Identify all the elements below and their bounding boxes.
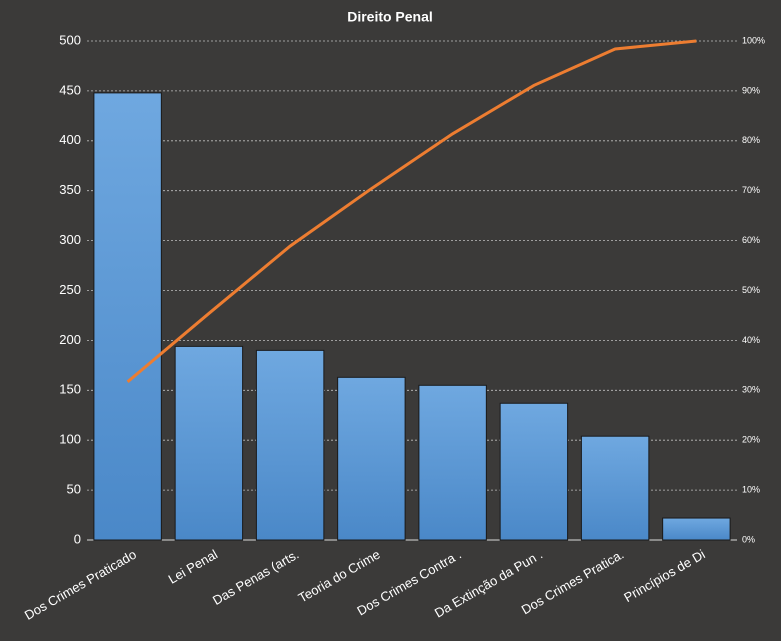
y-tick-label: 0 xyxy=(74,531,81,546)
bar xyxy=(418,384,487,541)
y2-tick-label: 30% xyxy=(742,385,760,395)
y2-tick-label: 70% xyxy=(742,185,760,195)
y2-tick-label: 80% xyxy=(742,135,760,145)
y-tick-label: 500 xyxy=(59,32,81,47)
y2-tick-label: 100% xyxy=(742,35,765,45)
y-tick-label: 300 xyxy=(59,232,81,247)
y2-tick-label: 20% xyxy=(742,435,760,445)
y-tick-label: 50 xyxy=(67,482,81,497)
y-tick-label: 200 xyxy=(59,332,81,347)
y2-tick-label: 60% xyxy=(742,235,760,245)
bar xyxy=(93,92,162,541)
y2-tick-label: 90% xyxy=(742,85,760,95)
y-tick-label: 400 xyxy=(59,132,81,147)
y2-tick-label: 40% xyxy=(742,335,760,345)
bar xyxy=(337,376,406,541)
bar xyxy=(662,517,731,541)
bar xyxy=(499,402,569,541)
bar xyxy=(174,345,244,541)
cumulative-line xyxy=(126,39,697,383)
y-tick-label: 350 xyxy=(59,182,81,197)
y2-tick-label: 10% xyxy=(742,484,760,494)
chart-title: Direito Penal xyxy=(347,9,433,25)
y-tick-label: 100 xyxy=(59,432,81,447)
y2-tick-label: 50% xyxy=(742,285,760,295)
bar xyxy=(255,349,325,541)
y-tick-label: 450 xyxy=(59,82,81,97)
y2-tick-label: 0% xyxy=(742,534,755,544)
y-tick-label: 250 xyxy=(59,282,81,297)
y-tick-label: 150 xyxy=(59,382,81,397)
bar xyxy=(580,435,650,541)
